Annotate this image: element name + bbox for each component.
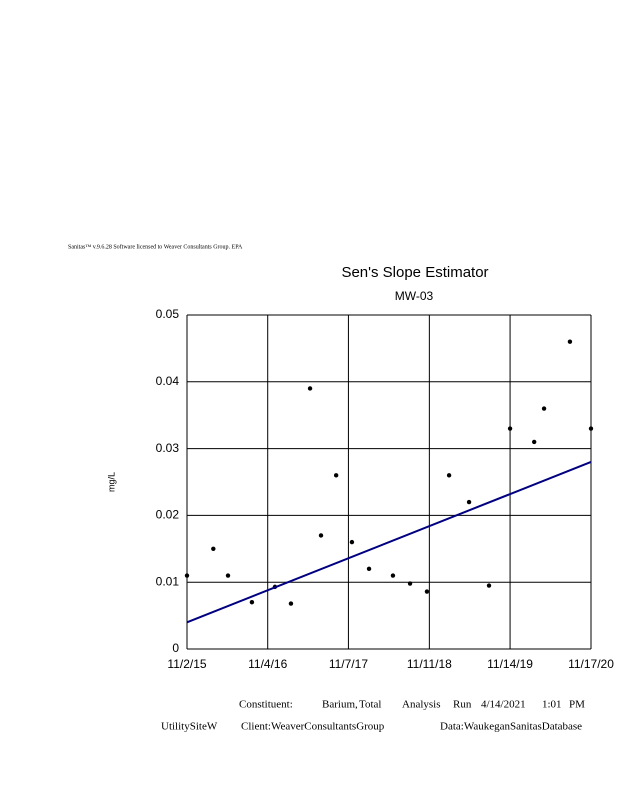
data-point	[211, 546, 216, 551]
x-tick-label: 11/17/20	[568, 657, 614, 671]
data-point	[588, 426, 594, 431]
y-tick-label: 0.02	[156, 508, 180, 522]
data-point	[407, 581, 413, 586]
footer-text: Analysis	[402, 699, 441, 711]
data-point	[318, 533, 324, 538]
data-point	[567, 339, 573, 344]
x-tick-label: 11/14/19	[487, 657, 533, 671]
y-tick-label: 0.05	[156, 307, 180, 321]
footer-text: Run	[453, 699, 472, 711]
data-point	[486, 583, 492, 588]
x-tick-label: 11/4/16	[248, 657, 287, 671]
footer-text: UtilitySiteW	[161, 721, 218, 733]
footer-text: 1:01	[542, 699, 562, 711]
footer-text: Constituent:	[239, 699, 293, 711]
x-tick-label: 11/11/18	[407, 657, 452, 671]
y-tick-label: 0.01	[156, 574, 180, 588]
y-tick-label: 0.04	[156, 374, 180, 388]
data-point	[424, 589, 430, 594]
footer-text: 4/14/2021	[481, 699, 526, 711]
data-point	[390, 573, 396, 578]
footer-text: PM	[569, 699, 585, 711]
data-point	[466, 499, 472, 505]
data-point	[446, 473, 452, 478]
x-tick-label: 11/2/15	[167, 657, 206, 671]
data-point	[366, 566, 372, 572]
chart-subtitle: MW-03	[395, 289, 434, 303]
y-axis-label: mg/L	[106, 472, 116, 492]
data-point	[531, 439, 537, 445]
data-point	[288, 601, 294, 606]
software-note: Sanitas™ v.9.6.28 Software licensed to W…	[68, 243, 243, 250]
x-tick-label: 11/7/17	[329, 657, 368, 671]
data-point	[225, 573, 231, 578]
data-point	[333, 473, 339, 478]
footer-text: Total	[359, 699, 381, 711]
footer-text: Data:WaukeganSanitasDatabase	[440, 721, 582, 733]
footer-text: Barium,	[322, 699, 358, 711]
y-tick-label: 0	[172, 641, 179, 655]
trend-line	[186, 461, 592, 624]
data-point	[349, 539, 355, 545]
data-point	[249, 600, 255, 605]
data-point	[307, 386, 313, 391]
data-point	[541, 406, 547, 411]
chart-title: Sen's Slope Estimator	[341, 264, 488, 281]
data-point	[184, 573, 190, 578]
footer-text: Client:WeaverConsultantsGroup	[241, 721, 385, 733]
y-tick-label: 0.03	[156, 441, 180, 455]
data-point	[507, 426, 513, 431]
